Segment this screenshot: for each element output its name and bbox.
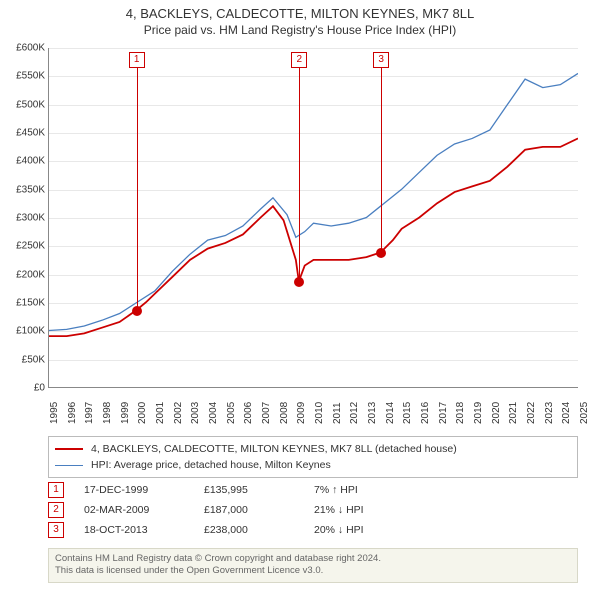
xtick-label: 2005	[226, 402, 237, 424]
xtick-label: 2010	[314, 402, 325, 424]
chart-marker-line-2	[299, 68, 300, 282]
chart-marker-2: 2	[291, 52, 307, 68]
legend-row-hpi: HPI: Average price, detached house, Milt…	[55, 457, 571, 473]
title-block: 4, BACKLEYS, CALDECOTTE, MILTON KEYNES, …	[0, 0, 600, 39]
chart-marker-line-1	[137, 68, 138, 311]
series-property_price	[49, 138, 578, 336]
ytick-label: £600K	[3, 43, 45, 54]
xtick-label: 2019	[473, 402, 484, 424]
ytick-label: £0	[3, 383, 45, 394]
event-marker-3: 3	[48, 522, 64, 538]
chart-marker-1: 1	[129, 52, 145, 68]
ytick-label: £100K	[3, 326, 45, 337]
xtick-label: 2008	[279, 402, 290, 424]
legend-swatch-red	[55, 448, 83, 450]
legend-swatch-blue	[55, 465, 83, 466]
title-line2: Price paid vs. HM Land Registry's House …	[0, 23, 600, 37]
event-price-2: £187,000	[204, 504, 314, 516]
xtick-label: 2023	[544, 402, 555, 424]
event-delta-1: 7% ↑ HPI	[314, 484, 434, 496]
xtick-label: 2009	[296, 402, 307, 424]
xtick-label: 1998	[102, 402, 113, 424]
chart-marker-3: 3	[373, 52, 389, 68]
chart-area: £0£50K£100K£150K£200K£250K£300K£350K£400…	[48, 48, 578, 388]
xtick-label: 2014	[385, 402, 396, 424]
plot: £0£50K£100K£150K£200K£250K£300K£350K£400…	[48, 48, 578, 388]
xtick-label: 2017	[438, 402, 449, 424]
xtick-label: 2002	[173, 402, 184, 424]
xtick-label: 2025	[579, 402, 590, 424]
event-marker-1: 1	[48, 482, 64, 498]
event-date-2: 02-MAR-2009	[84, 504, 204, 516]
event-price-3: £238,000	[204, 524, 314, 536]
xtick-label: 2004	[208, 402, 219, 424]
xtick-label: 2022	[526, 402, 537, 424]
event-date-3: 18-OCT-2013	[84, 524, 204, 536]
event-delta-2: 21% ↓ HPI	[314, 504, 434, 516]
xtick-label: 2006	[243, 402, 254, 424]
xtick-label: 2013	[367, 402, 378, 424]
event-row-3: 3 18-OCT-2013 £238,000 20% ↓ HPI	[48, 520, 578, 540]
xtick-label: 2001	[155, 402, 166, 424]
legend-label-hpi: HPI: Average price, detached house, Milt…	[91, 459, 331, 471]
series-lines	[49, 48, 578, 387]
event-row-2: 2 02-MAR-2009 £187,000 21% ↓ HPI	[48, 500, 578, 520]
ytick-label: £400K	[3, 156, 45, 167]
xtick-label: 2003	[190, 402, 201, 424]
legend: 4, BACKLEYS, CALDECOTTE, MILTON KEYNES, …	[48, 436, 578, 478]
title-line1: 4, BACKLEYS, CALDECOTTE, MILTON KEYNES, …	[0, 6, 600, 21]
xtick-label: 2011	[332, 402, 343, 424]
xtick-label: 1995	[49, 402, 60, 424]
xtick-label: 2024	[561, 402, 572, 424]
ytick-label: £550K	[3, 71, 45, 82]
ytick-label: £50K	[3, 354, 45, 365]
ytick-label: £450K	[3, 128, 45, 139]
ytick-label: £200K	[3, 269, 45, 280]
event-row-1: 1 17-DEC-1999 £135,995 7% ↑ HPI	[48, 480, 578, 500]
footer-line1: Contains HM Land Registry data © Crown c…	[55, 553, 571, 565]
ytick-label: £500K	[3, 99, 45, 110]
xtick-label: 1999	[120, 402, 131, 424]
chart-marker-dot-3	[376, 248, 386, 258]
xtick-label: 2015	[402, 402, 413, 424]
ytick-label: £150K	[3, 298, 45, 309]
event-delta-3: 20% ↓ HPI	[314, 524, 434, 536]
footer-line2: This data is licensed under the Open Gov…	[55, 565, 571, 577]
xtick-label: 2020	[491, 402, 502, 424]
event-date-1: 17-DEC-1999	[84, 484, 204, 496]
xtick-label: 2007	[261, 402, 272, 424]
legend-label-property: 4, BACKLEYS, CALDECOTTE, MILTON KEYNES, …	[91, 443, 457, 455]
series-hpi	[49, 73, 578, 330]
xtick-label: 2021	[508, 402, 519, 424]
ytick-label: £350K	[3, 184, 45, 195]
chart-marker-dot-1	[132, 306, 142, 316]
footer-attribution: Contains HM Land Registry data © Crown c…	[48, 548, 578, 583]
chart-marker-line-3	[381, 68, 382, 253]
events-table: 1 17-DEC-1999 £135,995 7% ↑ HPI 2 02-MAR…	[48, 480, 578, 540]
xtick-label: 1997	[84, 402, 95, 424]
xtick-label: 2016	[420, 402, 431, 424]
xtick-label: 2012	[349, 402, 360, 424]
event-marker-2: 2	[48, 502, 64, 518]
chart-container: 4, BACKLEYS, CALDECOTTE, MILTON KEYNES, …	[0, 0, 600, 590]
ytick-label: £300K	[3, 213, 45, 224]
event-price-1: £135,995	[204, 484, 314, 496]
legend-row-property: 4, BACKLEYS, CALDECOTTE, MILTON KEYNES, …	[55, 441, 571, 457]
xtick-label: 2018	[455, 402, 466, 424]
ytick-label: £250K	[3, 241, 45, 252]
xtick-label: 2000	[137, 402, 148, 424]
chart-marker-dot-2	[294, 277, 304, 287]
xtick-label: 1996	[67, 402, 78, 424]
